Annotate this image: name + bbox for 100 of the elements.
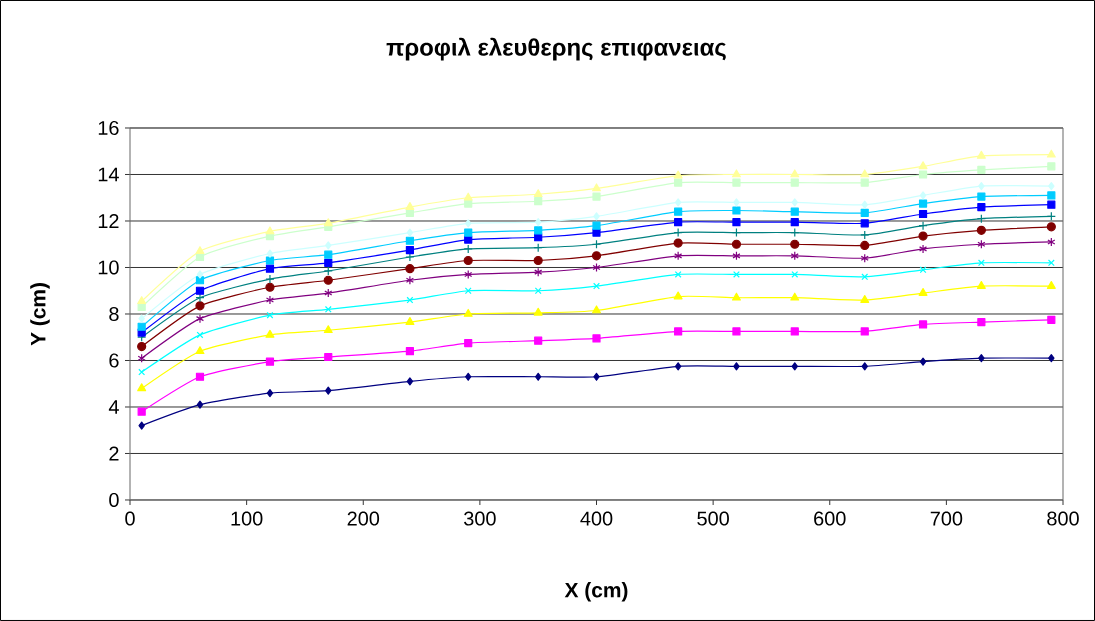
point xyxy=(1047,191,1056,200)
y-tick-label: 0 xyxy=(109,492,119,508)
point xyxy=(405,201,415,210)
point xyxy=(324,352,333,362)
point xyxy=(592,305,601,314)
point xyxy=(405,236,414,245)
x-tick-label: 200 xyxy=(347,511,380,526)
point xyxy=(464,372,472,381)
x-tick-label: 800 xyxy=(1047,511,1079,526)
point xyxy=(1047,237,1056,247)
point xyxy=(861,362,868,371)
point xyxy=(323,275,333,285)
point xyxy=(732,251,741,261)
point xyxy=(533,255,543,266)
point xyxy=(918,209,928,219)
point xyxy=(674,198,682,207)
point xyxy=(977,239,986,249)
point xyxy=(674,327,683,336)
point xyxy=(673,228,683,238)
point xyxy=(405,245,414,255)
point xyxy=(324,258,333,267)
point xyxy=(265,295,275,305)
point xyxy=(406,228,414,237)
point xyxy=(323,325,333,334)
point xyxy=(919,191,927,200)
point xyxy=(534,218,542,227)
point xyxy=(674,362,682,371)
point xyxy=(265,357,275,366)
point xyxy=(266,388,274,398)
point xyxy=(790,178,799,187)
point xyxy=(732,178,741,187)
point xyxy=(977,202,986,212)
point xyxy=(593,372,600,381)
point xyxy=(463,255,473,266)
point xyxy=(976,225,986,235)
point xyxy=(137,353,146,363)
point xyxy=(860,327,869,336)
point xyxy=(464,269,473,280)
point xyxy=(265,274,275,284)
point xyxy=(592,183,601,192)
point xyxy=(195,246,205,255)
x-tick-label: 100 xyxy=(231,511,263,526)
point xyxy=(790,251,799,261)
point xyxy=(137,407,146,416)
point xyxy=(592,221,601,230)
point xyxy=(196,270,204,279)
x-axis-title: X (cm) xyxy=(564,582,628,602)
point xyxy=(195,372,205,381)
point xyxy=(464,228,473,237)
point xyxy=(533,307,543,316)
point xyxy=(978,182,985,191)
point xyxy=(860,240,870,250)
point xyxy=(1046,222,1056,232)
point xyxy=(266,249,274,258)
point xyxy=(195,293,205,303)
point xyxy=(918,231,928,241)
point xyxy=(464,219,472,228)
point xyxy=(860,219,869,228)
x-tick-label: 600 xyxy=(814,511,846,526)
point xyxy=(1046,149,1056,158)
point xyxy=(860,230,870,240)
y-tick-label: 8 xyxy=(109,306,119,322)
point xyxy=(732,206,741,215)
point xyxy=(463,192,473,201)
point xyxy=(977,192,986,201)
point xyxy=(731,169,741,178)
point xyxy=(137,296,147,305)
point xyxy=(731,239,742,249)
point xyxy=(138,368,146,376)
point xyxy=(976,150,986,159)
point xyxy=(323,218,333,227)
point xyxy=(265,256,275,265)
point xyxy=(860,208,869,217)
point xyxy=(673,170,683,179)
point xyxy=(533,189,543,198)
x-tick-label: 400 xyxy=(580,511,613,526)
point xyxy=(977,318,986,327)
chart-title: προφιλ ελευθερης επιφανειας xyxy=(386,37,726,61)
point xyxy=(1048,182,1055,191)
point xyxy=(977,165,986,174)
point xyxy=(324,250,333,259)
point xyxy=(534,226,543,235)
y-tick-label: 2 xyxy=(109,446,119,461)
point xyxy=(918,221,928,231)
point xyxy=(673,238,683,248)
point xyxy=(265,264,275,273)
y-tick-label: 16 xyxy=(98,120,119,136)
y-tick-label: 14 xyxy=(98,167,119,182)
point xyxy=(790,292,800,301)
point xyxy=(860,169,870,178)
y-tick-label: 10 xyxy=(98,260,119,275)
x-tick-label: 0 xyxy=(125,511,135,526)
point xyxy=(674,218,683,227)
point xyxy=(733,362,740,371)
point xyxy=(592,334,601,343)
point xyxy=(1046,280,1056,289)
point xyxy=(592,228,601,237)
point xyxy=(918,244,928,254)
point xyxy=(732,327,741,336)
y-tick-label: 12 xyxy=(98,214,119,228)
